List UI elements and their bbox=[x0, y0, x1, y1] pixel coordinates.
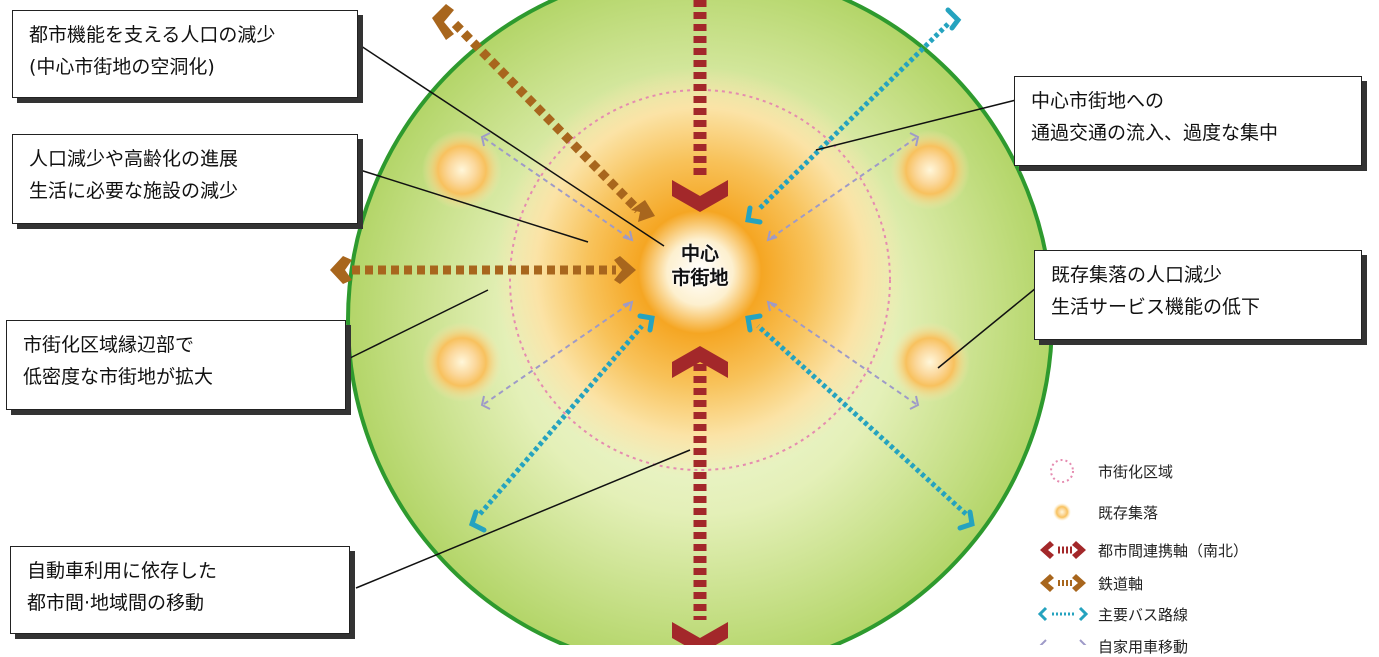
legend-label-urban-zone: 市街化区域 bbox=[1098, 463, 1174, 481]
legend-label-car: 自家用車移動 bbox=[1098, 638, 1189, 656]
bus-arrowheads bbox=[468, 7, 975, 533]
callout-line: 生活に必要な施設の減少 bbox=[29, 180, 239, 202]
center-label-line-1: 中心 bbox=[680, 243, 719, 265]
existing-village bbox=[422, 322, 502, 402]
center-label-line-2: 市街地 bbox=[671, 267, 729, 289]
legend-label-north-south-axis: 都市間連携軸（南北） bbox=[1098, 542, 1249, 560]
legend-label-railway: 鉄道軸 bbox=[1098, 575, 1144, 593]
railway-arrowheads bbox=[330, 4, 655, 284]
callout-line: 生活サービス機能の低下 bbox=[1051, 296, 1261, 318]
legend-urban-zone-icon bbox=[1050, 459, 1074, 483]
callout-line: 都市機能を支える人口の減少 bbox=[29, 24, 276, 46]
existing-village bbox=[422, 130, 502, 210]
legend-symbols bbox=[1037, 459, 1089, 645]
center-district-label: 中心 市街地 bbox=[655, 242, 745, 290]
callout-village-decline: 既存集落の人口減少 生活サービス機能の低下 bbox=[1034, 250, 1362, 340]
callout-leader-lines bbox=[349, 43, 1037, 589]
car-travel-routes bbox=[483, 137, 917, 405]
existing-village bbox=[890, 322, 970, 402]
existing-village bbox=[890, 130, 970, 210]
callout-line: 市街化区域縁辺部で bbox=[23, 334, 195, 356]
legend-label-bus: 主要バス路線 bbox=[1098, 606, 1189, 624]
legend-bus-icon bbox=[1037, 606, 1089, 622]
bus-routes bbox=[478, 22, 968, 516]
north-south-arrowheads bbox=[672, 180, 728, 645]
callout-population-decline-center: 都市機能を支える人口の減少 (中心市街地の空洞化) bbox=[12, 10, 358, 98]
callout-line: (中心市街地の空洞化) bbox=[29, 56, 215, 78]
railway-axis bbox=[352, 20, 642, 275]
callout-line: 既存集落の人口減少 bbox=[1051, 264, 1223, 286]
legend-village-icon bbox=[1053, 503, 1071, 521]
callout-line: 通過交通の流入、過度な集中 bbox=[1031, 122, 1279, 144]
callout-line: 中心市街地への bbox=[1031, 90, 1165, 112]
callout-line: 都市間·地域間の移動 bbox=[27, 592, 205, 614]
callout-line: 低密度な市街地が拡大 bbox=[23, 366, 214, 388]
legend-north-south-icon bbox=[1040, 541, 1086, 559]
callout-through-traffic: 中心市街地への 通過交通の流入、過度な集中 bbox=[1014, 76, 1362, 166]
callout-aging-facilities: 人口減少や高齢化の進展 生活に必要な施設の減少 bbox=[12, 134, 358, 224]
urbanization-zone-ring bbox=[509, 89, 891, 471]
legend-car-icon bbox=[1039, 639, 1087, 645]
callout-sprawl-edge: 市街化区域縁辺部で 低密度な市街地が拡大 bbox=[6, 320, 346, 410]
callout-line: 自動車利用に依存した bbox=[27, 560, 218, 582]
callout-car-dependence: 自動車利用に依存した 都市間·地域間の移動 bbox=[10, 546, 350, 634]
callout-line: 人口減少や高齢化の進展 bbox=[29, 148, 239, 170]
car-travel-arrowheads bbox=[480, 132, 920, 410]
legend-label-village: 既存集落 bbox=[1098, 504, 1159, 522]
legend-railway-icon bbox=[1040, 574, 1086, 592]
